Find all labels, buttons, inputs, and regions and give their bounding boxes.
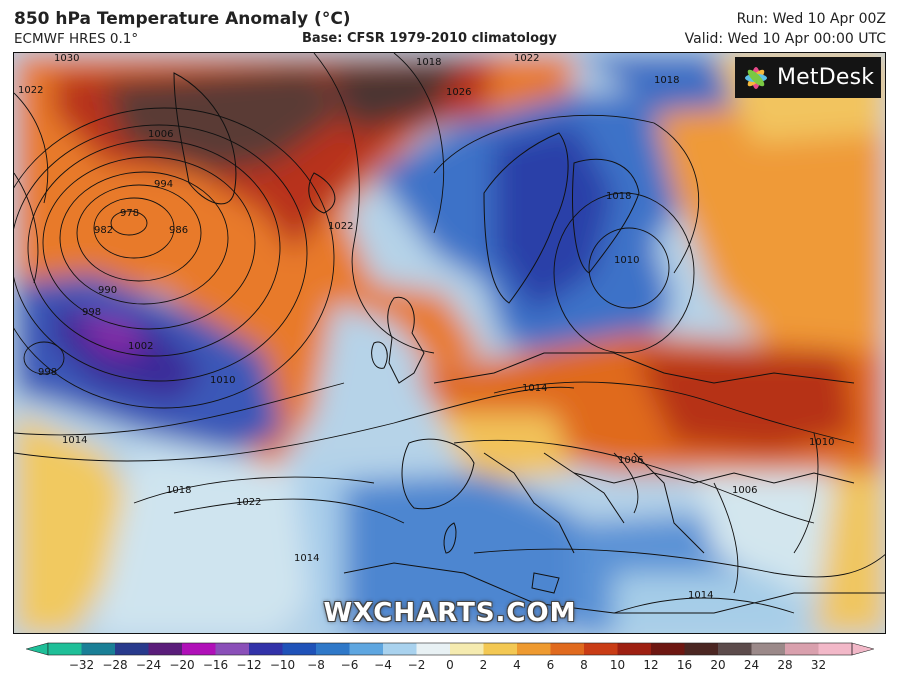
isobar-label: 1014 <box>294 553 319 564</box>
isobar-label: 1010 <box>614 255 639 266</box>
colorbar-tick-label: −24 <box>135 658 162 672</box>
colorbar-swatch <box>282 643 317 655</box>
colorbar-swatch <box>550 643 585 655</box>
model-name: ECMWF HRES 0.1° <box>14 31 139 47</box>
colorbar-swatch <box>215 643 250 655</box>
isobar-label: 1014 <box>62 435 87 446</box>
colorbar-arrow-high <box>851 642 874 656</box>
isobar-label: 1014 <box>522 383 547 394</box>
isobars <box>14 53 885 614</box>
colorbar <box>26 642 874 656</box>
colorbar-tick-label: 28 <box>777 658 793 672</box>
isobar-label: 1002 <box>128 341 153 352</box>
run-time: Run: Wed 10 Apr 00Z <box>736 11 886 27</box>
isobar-label: 986 <box>169 225 188 236</box>
isobar-labels: 1030 1022 1006 994 978 982 986 990 998 1… <box>18 53 834 601</box>
colorbar-tick-label: −12 <box>236 658 262 672</box>
colorbar-tick-label: 20 <box>710 658 726 672</box>
colorbar-tick-label: 4 <box>513 658 521 672</box>
colorbar-swatch <box>718 643 752 655</box>
colorbar-tick-label: 24 <box>743 658 760 672</box>
colorbar-tick-label: −32 <box>68 658 95 672</box>
isobar-label: 1022 <box>18 85 43 96</box>
isobar-label: 1022 <box>514 53 539 64</box>
isobar-label: 1010 <box>210 375 235 386</box>
isobar-label: 978 <box>120 208 139 219</box>
colorbar-tick-label: 8 <box>580 658 588 672</box>
isobar-label: 1014 <box>688 590 713 601</box>
isobar-label: 982 <box>94 225 113 236</box>
colorbar-tick-label: −4 <box>374 658 392 672</box>
map-title: 850 hPa Temperature Anomaly (°C) <box>14 9 351 29</box>
colorbar-tick-label: −8 <box>307 658 325 672</box>
isobar-label: 1006 <box>732 485 757 496</box>
anomaly-map: 1030 1022 1006 994 978 982 986 990 998 1… <box>13 52 886 634</box>
colorbar-swatch <box>48 643 82 655</box>
colorbar-tick-label: 0 <box>446 658 454 672</box>
colorbar-tick-label: 16 <box>676 658 693 672</box>
colorbar-tick-label: 6 <box>546 658 555 672</box>
isobar-label: 1018 <box>654 75 679 86</box>
isobar-label: 1022 <box>236 497 261 508</box>
colorbar-tick-label: −10 <box>269 658 296 672</box>
colorbar-swatch <box>81 643 116 655</box>
colorbar-tick-label: 2 <box>479 658 488 672</box>
isobar-label: 1006 <box>618 455 643 466</box>
isobar-label: 1022 <box>328 221 353 232</box>
isobar-label: 1018 <box>166 485 191 496</box>
isobar-label: 1026 <box>446 87 471 98</box>
valid-time: Valid: Wed 10 Apr 00:00 UTC <box>684 31 886 47</box>
colorbar-swatch <box>349 643 384 655</box>
colorbar-swatch <box>383 643 417 655</box>
colorbar-tick-label: −16 <box>202 658 229 672</box>
colorbar-swatch <box>684 643 719 655</box>
colorbar-tick-label: −20 <box>169 658 195 672</box>
colorbar-tick-label: −2 <box>407 658 426 672</box>
colorbar-swatch <box>182 643 216 655</box>
isobar-label: 998 <box>38 367 57 378</box>
colorbar-swatch <box>785 643 819 655</box>
colorbar-tick-label: −28 <box>102 658 128 672</box>
colorbar-swatch <box>651 643 685 655</box>
colorbar-tick-label: 12 <box>643 658 659 672</box>
colorbar-swatch <box>450 643 484 655</box>
metdesk-logo-icon <box>745 66 767 89</box>
metdesk-logo: MetDesk <box>735 57 881 98</box>
coastlines <box>173 72 885 614</box>
colorbar-swatch <box>818 643 853 655</box>
isobar-label: 998 <box>82 307 101 318</box>
colorbar-swatch <box>148 643 183 655</box>
colorbar-swatch <box>115 643 149 655</box>
colorbar-swatch <box>249 643 283 655</box>
isobar-label: 1018 <box>606 191 631 202</box>
colorbar-swatch <box>483 643 518 655</box>
colorbar-tick-label: 10 <box>609 658 626 672</box>
isobar-label: 990 <box>98 285 117 296</box>
watermark: WXCHARTS.COM <box>323 598 577 628</box>
isobar-label: 994 <box>154 179 173 190</box>
colorbar-swatch <box>584 643 618 655</box>
isobar-label: 1006 <box>148 129 173 140</box>
colorbar-swatch <box>751 643 786 655</box>
metdesk-logo-text: MetDesk <box>777 65 875 90</box>
isobar-label: 1018 <box>416 57 441 68</box>
colorbar-tick-label: 32 <box>810 658 827 672</box>
isobar-label: 1030 <box>54 53 79 64</box>
colorbar-swatch <box>517 643 551 655</box>
colorbar-tick-label: −6 <box>340 658 359 672</box>
colorbar-arrow-low <box>26 642 49 656</box>
isobar-label: 1010 <box>809 437 834 448</box>
colorbar-swatch <box>416 643 451 655</box>
climatology-base: Base: CFSR 1979-2010 climatology <box>302 31 557 46</box>
colorbar-swatch <box>316 643 350 655</box>
colorbar-swatch <box>617 643 652 655</box>
